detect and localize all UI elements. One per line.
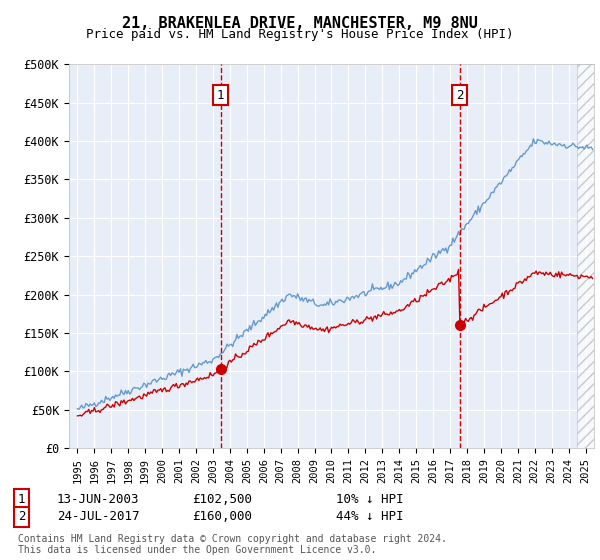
- Text: 13-JUN-2003: 13-JUN-2003: [57, 493, 139, 506]
- Bar: [577, 64, 596, 448]
- Text: 24-JUL-2017: 24-JUL-2017: [57, 510, 139, 524]
- Text: 2: 2: [18, 510, 25, 524]
- Text: £160,000: £160,000: [192, 510, 252, 524]
- Text: 1: 1: [217, 88, 224, 101]
- Text: 21, BRAKENLEA DRIVE, MANCHESTER, M9 8NU: 21, BRAKENLEA DRIVE, MANCHESTER, M9 8NU: [122, 16, 478, 31]
- Text: £102,500: £102,500: [192, 493, 252, 506]
- Text: Contains HM Land Registry data © Crown copyright and database right 2024.
This d: Contains HM Land Registry data © Crown c…: [18, 534, 447, 555]
- Text: 2: 2: [456, 88, 463, 101]
- Text: 1: 1: [18, 493, 25, 506]
- Text: 44% ↓ HPI: 44% ↓ HPI: [336, 510, 404, 524]
- Text: Price paid vs. HM Land Registry's House Price Index (HPI): Price paid vs. HM Land Registry's House …: [86, 28, 514, 41]
- Text: 10% ↓ HPI: 10% ↓ HPI: [336, 493, 404, 506]
